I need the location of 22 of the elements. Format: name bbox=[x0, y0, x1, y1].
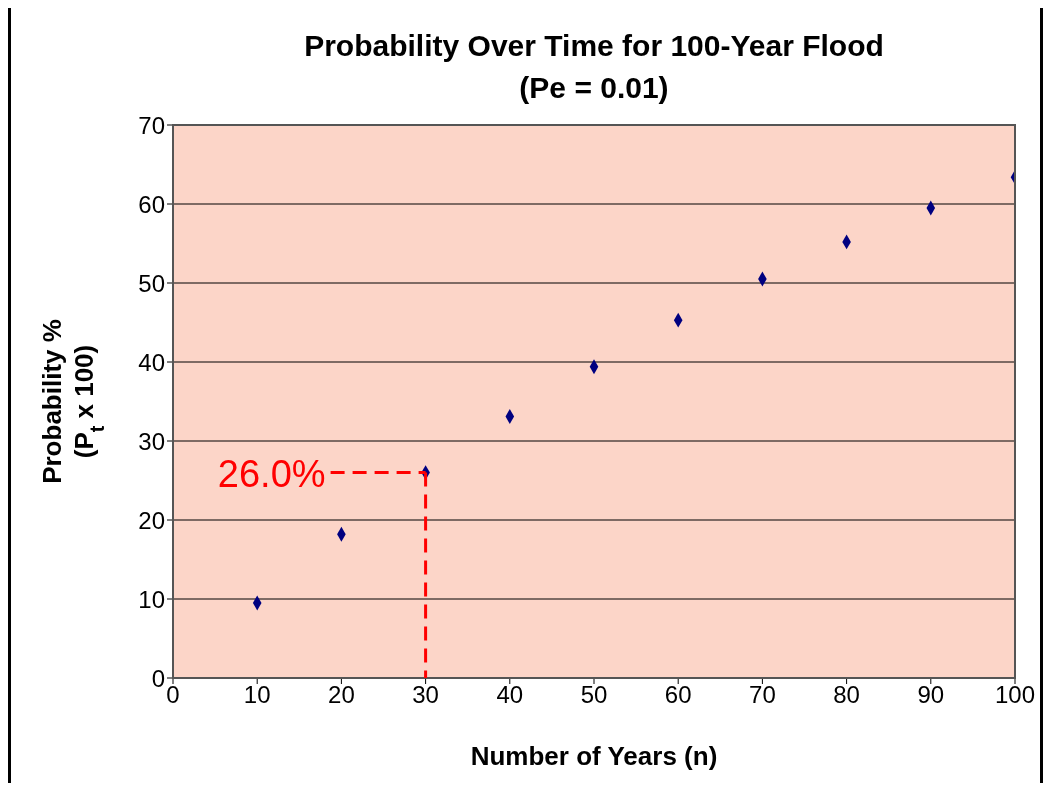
x-tick-label: 100 bbox=[994, 681, 1036, 709]
x-tick-label: 90 bbox=[917, 681, 945, 709]
x-axis-title: Number of Years (n) bbox=[470, 741, 718, 771]
x-tick-label: 80 bbox=[833, 681, 860, 709]
chart-title: Probability Over Time for 100-Year Flood bbox=[304, 29, 884, 62]
y-tick-label: 30 bbox=[138, 427, 165, 455]
y-tick-label: 0 bbox=[151, 664, 165, 692]
y-tick-label: 70 bbox=[138, 111, 165, 139]
y-tick-label: 60 bbox=[138, 190, 165, 218]
x-tick-label: 50 bbox=[580, 681, 608, 709]
annotation: 26.0% bbox=[217, 452, 326, 495]
y-tick-label: 40 bbox=[138, 348, 165, 376]
y-tick-label: 10 bbox=[138, 585, 165, 613]
x-tick-label: 30 bbox=[412, 681, 439, 709]
chart-subtitle: (Pe = 0.01) bbox=[519, 71, 669, 104]
y-tick-label: 50 bbox=[138, 269, 165, 297]
x-tick-label: 60 bbox=[664, 681, 692, 709]
x-tick-label: 40 bbox=[496, 681, 524, 709]
y-tick-label: 20 bbox=[138, 506, 165, 534]
x-tick-label: 70 bbox=[749, 681, 776, 709]
x-tick-label: 10 bbox=[243, 681, 271, 709]
x-tick-label: 20 bbox=[328, 681, 355, 709]
